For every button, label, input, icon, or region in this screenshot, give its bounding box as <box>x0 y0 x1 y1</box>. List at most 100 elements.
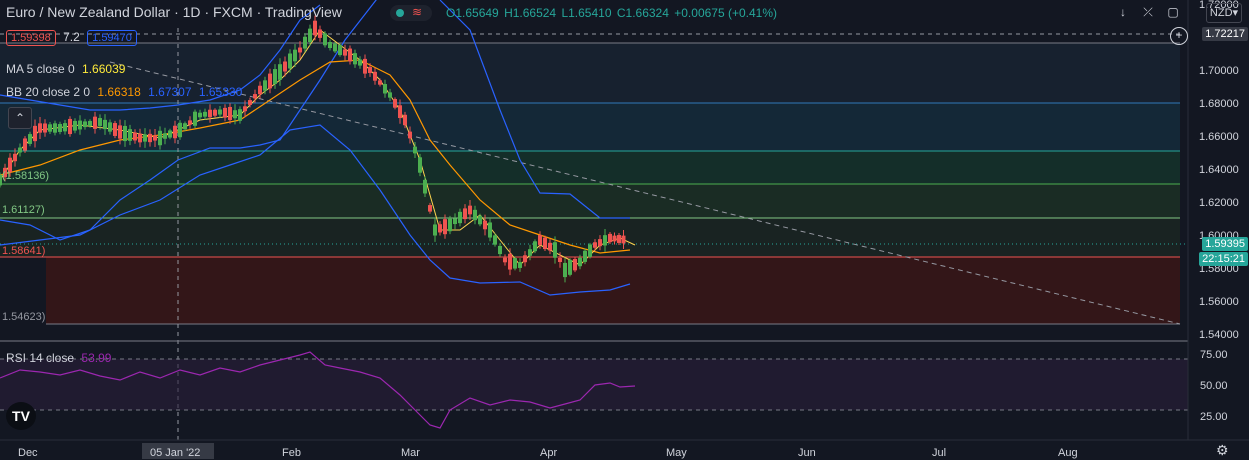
order-panel[interactable]: 1.59398 7.2 1.59470 <box>6 30 137 46</box>
countdown-tag: 22:15:21 <box>1199 252 1248 266</box>
buy-button[interactable]: 1.59470 <box>87 30 137 46</box>
candle-body <box>193 111 197 126</box>
candle-body <box>43 123 47 133</box>
crosshair-date: 05 Jan '22 <box>150 447 200 459</box>
time-axis-bg[interactable] <box>0 440 1249 460</box>
candle-body <box>273 69 277 84</box>
bb-label: BB 20 close 2 0 <box>6 85 91 99</box>
ma-value: 1.66039 <box>82 62 126 76</box>
maximize-icon[interactable]: ▢ <box>1167 5 1179 19</box>
candle-body <box>453 218 457 225</box>
candle-body <box>593 242 597 248</box>
candle-body <box>323 33 327 46</box>
ma-label: MA 5 close 0 <box>6 62 75 76</box>
compress-icon[interactable]: ⤫ <box>1143 5 1153 19</box>
price-axis-bg[interactable] <box>1188 0 1249 440</box>
candle-body <box>328 41 332 49</box>
candle-body <box>298 47 302 53</box>
candle-body <box>188 120 192 125</box>
chevron-down-icon: ▾ <box>1232 7 1239 19</box>
time-tick: May <box>666 447 687 459</box>
candle-body <box>118 125 122 139</box>
last-price-tag: 1.59395 <box>1202 237 1248 251</box>
candle-body <box>398 105 402 119</box>
time-tick: Jun <box>798 447 816 459</box>
candle-body <box>543 237 547 250</box>
add-alert-icon[interactable]: + <box>1170 27 1188 45</box>
candle-body <box>418 157 422 173</box>
rsi-label: RSI 14 close <box>6 351 75 365</box>
candle-body <box>443 219 447 235</box>
candle-body <box>558 257 562 263</box>
candle-body <box>53 123 57 133</box>
candle-body <box>143 134 147 142</box>
candle-body <box>498 245 502 255</box>
candle-body <box>28 134 32 144</box>
tradingview-logo-icon[interactable]: TV <box>6 402 36 430</box>
candle-body <box>163 133 167 139</box>
candle-body <box>138 133 142 143</box>
candle-body <box>48 124 52 132</box>
settings-gear-icon[interactable]: ⚙ <box>1216 442 1229 458</box>
candle-body <box>98 118 102 126</box>
candle-body <box>263 80 267 91</box>
fib-band <box>0 103 1180 151</box>
candle-body <box>438 224 442 233</box>
ma-legend[interactable]: MA 5 close 0 1.66039 <box>6 62 125 76</box>
candle-body <box>373 71 377 81</box>
candle-body <box>553 242 557 258</box>
price-tick: 1.70000 <box>1199 65 1239 77</box>
crosshair-price-tag: 1.72217 <box>1202 27 1248 41</box>
interval[interactable]: 1D <box>182 4 201 20</box>
currency-select[interactable]: NZD▾ <box>1206 3 1242 23</box>
candle-body <box>598 239 602 247</box>
collapse-legend-button[interactable]: ⌃ <box>8 107 32 129</box>
candle-body <box>13 153 17 162</box>
candle-body <box>413 146 417 154</box>
bb-legend[interactable]: BB 20 close 2 0 1.66318 1.67307 1.65330 <box>6 85 242 99</box>
candle-body <box>93 116 97 129</box>
candle-body <box>433 224 437 236</box>
candle-body <box>133 132 137 141</box>
candle-body <box>523 255 527 263</box>
price-tick: 1.54000 <box>1199 329 1239 341</box>
candle-body <box>283 61 287 72</box>
candle-body <box>403 114 407 126</box>
fib-labels: (1.58136) 1.61127) 1.58641) 1.54623) <box>2 170 49 323</box>
exchange: FXCM <box>213 4 253 20</box>
candle-body <box>473 209 477 221</box>
candle-body <box>103 119 107 130</box>
candle-body <box>448 218 452 232</box>
candle-body <box>333 43 337 52</box>
symbol-header[interactable]: Euro / New Zealand Dollar · 1D · FXCM · … <box>6 4 342 20</box>
candle-body <box>88 120 92 127</box>
rsi-legend[interactable]: RSI 14 close 53.99 <box>6 351 111 365</box>
candle-body <box>23 138 27 151</box>
candle-body <box>308 28 312 43</box>
candle-body <box>153 135 157 141</box>
arrow-down-icon[interactable]: ↓ <box>1120 5 1126 19</box>
candle-body <box>493 235 497 245</box>
rsi-line <box>0 351 636 429</box>
candle-body <box>38 123 42 133</box>
candle-body <box>478 215 482 225</box>
market-status[interactable]: ≋ <box>390 5 432 21</box>
candle-body <box>123 125 127 142</box>
fib-band <box>46 257 1180 324</box>
price-tick: 1.68000 <box>1199 98 1239 110</box>
candle-body <box>268 73 272 89</box>
time-tick: Dec <box>18 447 38 459</box>
candle-body <box>173 125 177 139</box>
candle-body <box>603 235 607 246</box>
currency-value: NZD <box>1209 7 1233 19</box>
trend-line[interactable] <box>109 61 1181 325</box>
sell-button[interactable]: 1.59398 <box>6 30 56 46</box>
symbol-title[interactable]: Euro / New Zealand Dollar <box>6 4 171 20</box>
candle-body <box>198 112 202 118</box>
candle-body <box>33 125 37 142</box>
time-tick: Feb <box>282 447 301 459</box>
candles <box>0 15 626 283</box>
time-tick: Aug <box>1058 447 1078 459</box>
candle-body <box>508 253 512 270</box>
